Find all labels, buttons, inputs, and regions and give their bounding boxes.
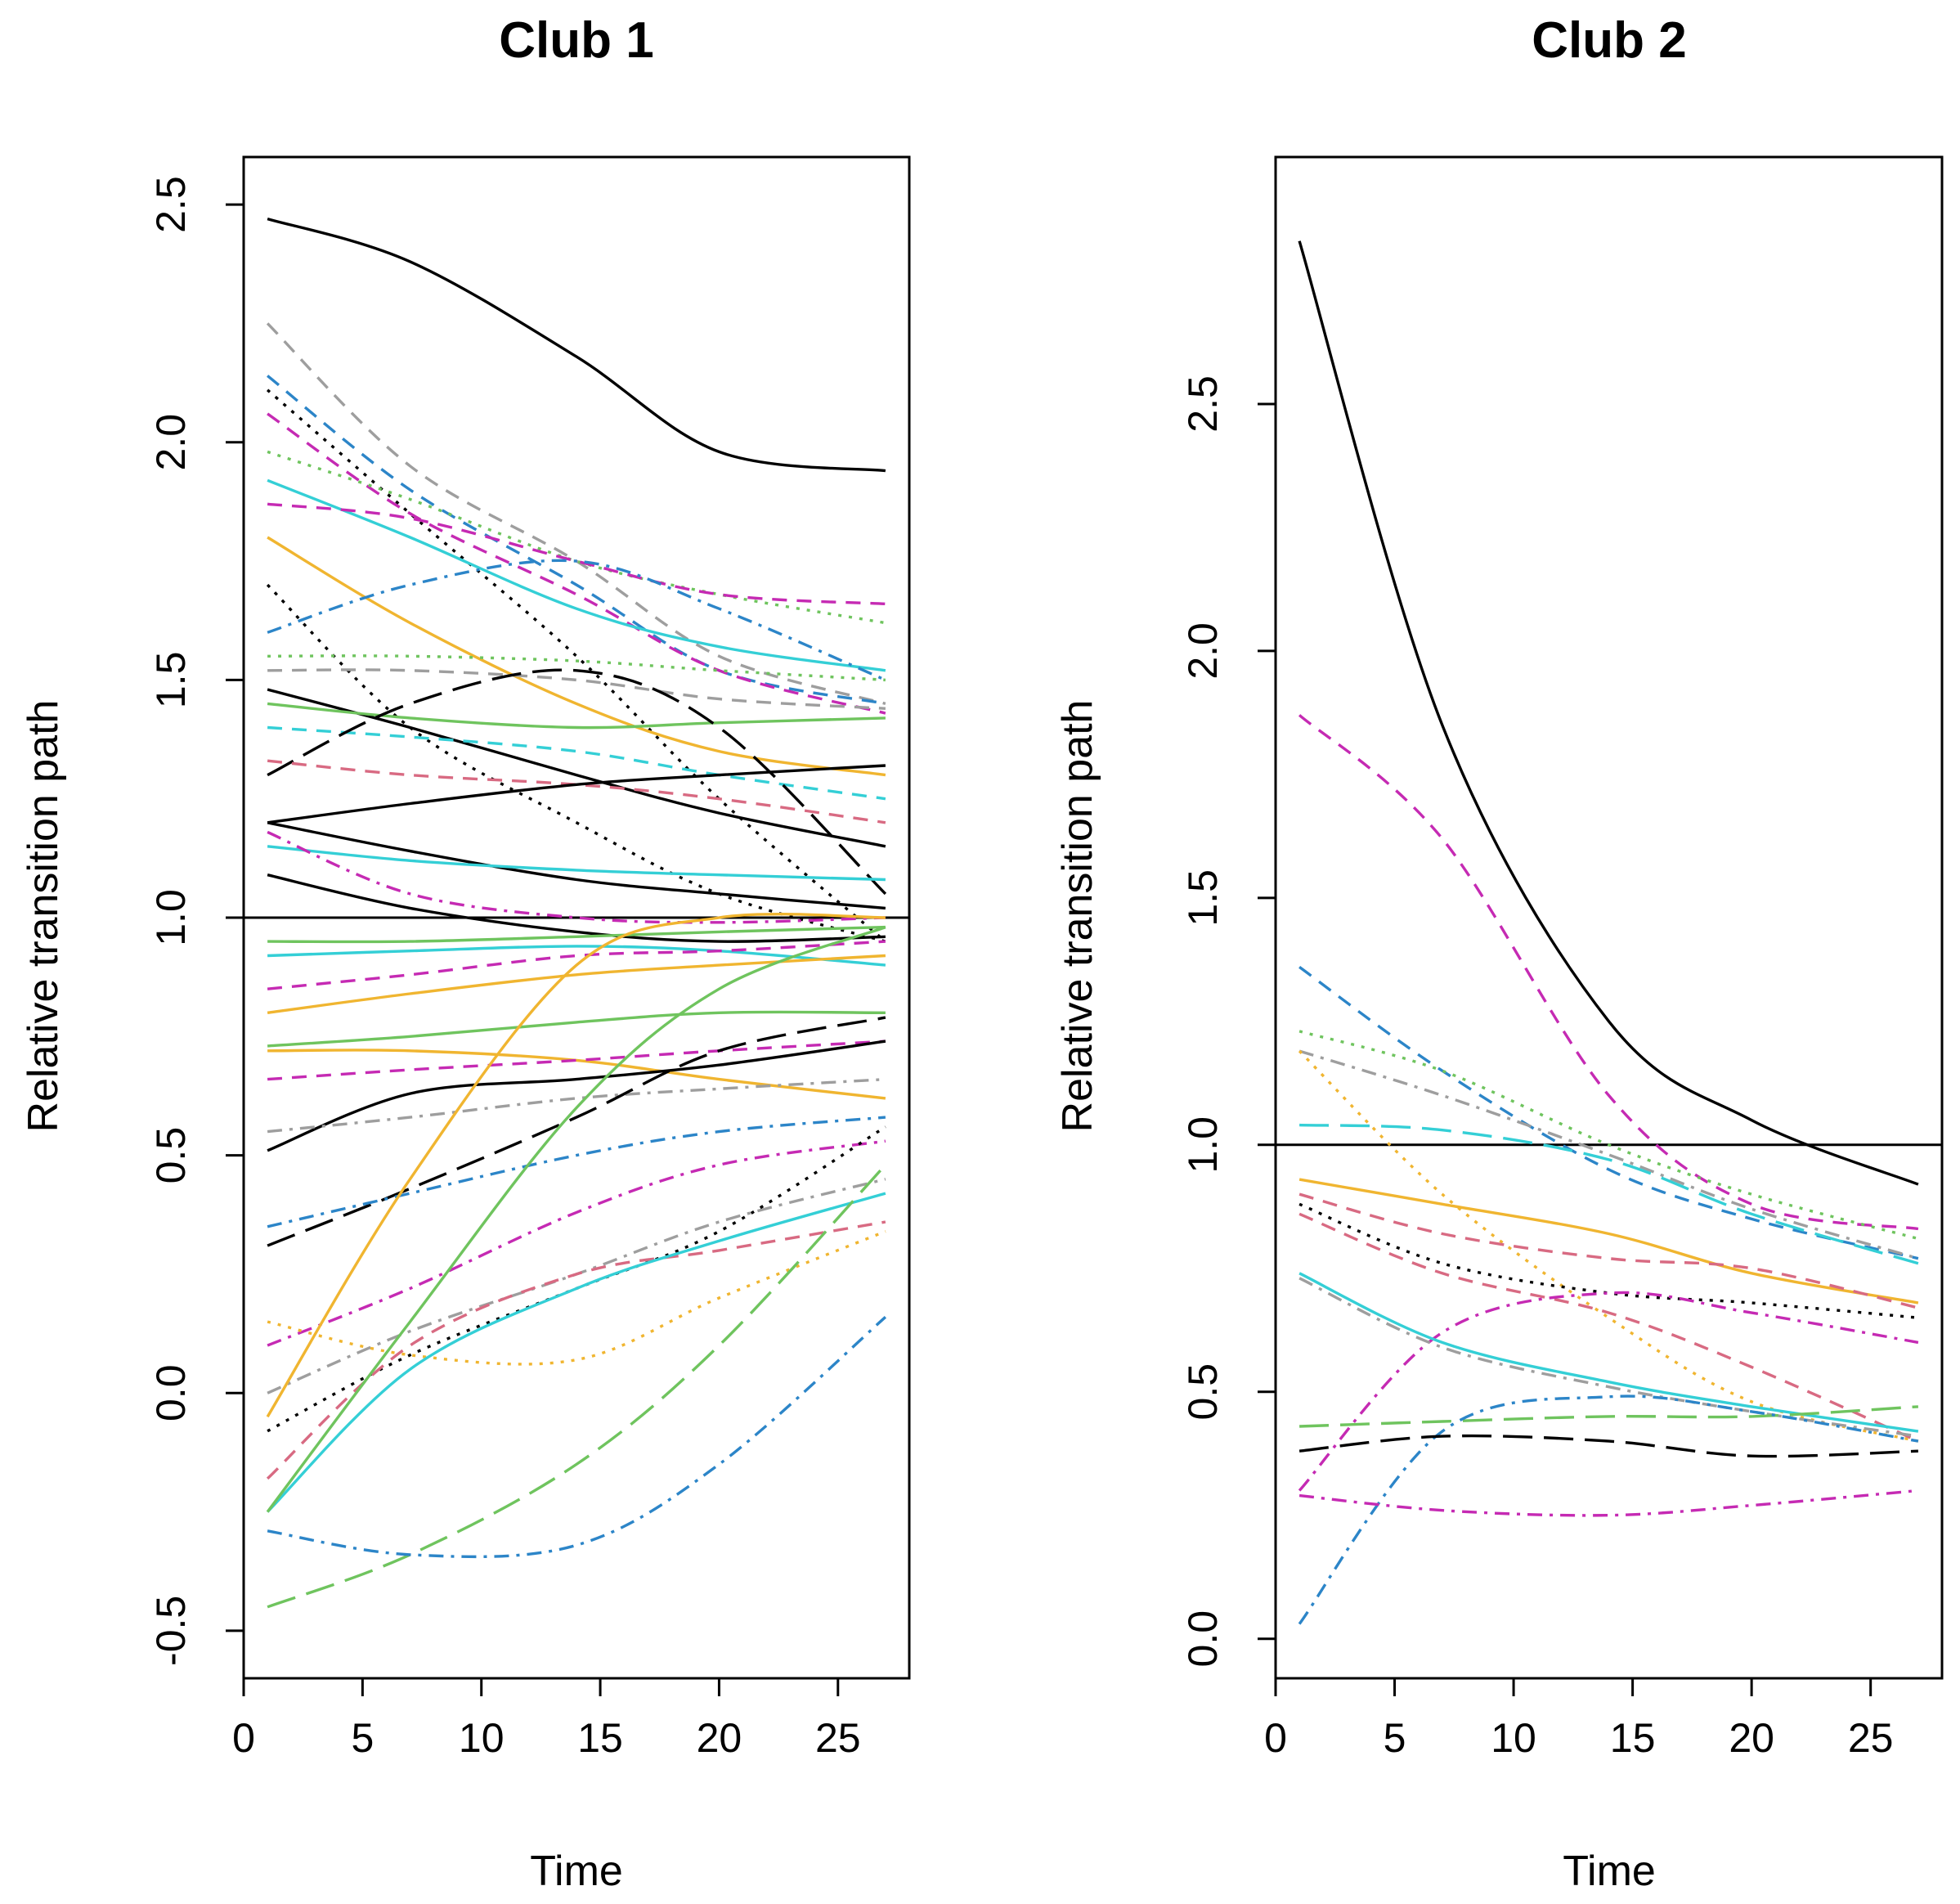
x-tick-label: 0 — [1264, 1715, 1287, 1761]
series-line — [267, 925, 886, 944]
y-tick-label: 0.0 — [1180, 1610, 1226, 1668]
series-line — [1299, 1123, 1919, 1265]
y-tick-label: 2.5 — [148, 176, 194, 233]
y-tick-label: 0.5 — [1180, 1363, 1226, 1421]
series-line — [267, 830, 886, 924]
series-line — [267, 412, 886, 715]
series-line — [1298, 1049, 1919, 1260]
series-line — [267, 1139, 886, 1347]
y-tick-label: 1.0 — [148, 889, 194, 946]
series-line — [267, 536, 886, 777]
series-line — [267, 945, 886, 967]
x-tick-label: 25 — [1848, 1715, 1894, 1761]
plot-frame — [1274, 155, 1944, 1680]
x-tick-label: 20 — [697, 1715, 742, 1761]
x-tick-label: 5 — [351, 1715, 374, 1761]
series-line — [267, 1010, 886, 1048]
series-line — [267, 1316, 887, 1559]
series-line — [267, 478, 886, 672]
y-tick-label: 1.5 — [148, 652, 194, 709]
series-line — [1298, 1272, 1919, 1433]
panel-club-2: Club 2 Time Relative transition path 0 5 1… — [1054, 12, 1944, 1895]
y-tick-label: 2.0 — [148, 414, 194, 471]
series-line — [1298, 1212, 1919, 1443]
series-line — [267, 1016, 886, 1247]
x-tick-label: 25 — [815, 1715, 861, 1761]
series-line — [1298, 1434, 1918, 1458]
series-line — [267, 702, 886, 730]
y-tick-label: 2.5 — [1180, 375, 1226, 433]
x-tick-label: 10 — [459, 1715, 505, 1761]
series-line — [1298, 240, 1919, 1186]
panel-title: Club 1 — [499, 12, 653, 69]
series-line — [1298, 1049, 1919, 1443]
series-line — [1298, 1192, 1919, 1309]
y-tick-label: -0.5 — [148, 1596, 194, 1666]
series-line — [267, 821, 886, 910]
series-line — [1298, 1277, 1919, 1438]
series-line — [266, 322, 886, 706]
x-axis-label: Time — [530, 1848, 623, 1895]
series-line — [1299, 1405, 1918, 1428]
series-line — [267, 559, 886, 681]
axis-ticks: 0 5 10 15 20 25 -0.5 0.0 0.5 1.0 1.5 2.0 2.5 — [148, 176, 861, 1761]
plot-frame — [242, 155, 911, 1680]
series-line — [1298, 1202, 1919, 1319]
series-group — [1298, 240, 1919, 1625]
series-line — [267, 1040, 886, 1152]
y-tick-label: 1.0 — [1180, 1116, 1226, 1174]
axis-ticks: 0 5 10 15 20 25 0.0 0.5 1.0 1.5 2.0 2.5 — [1180, 375, 1893, 1761]
panel-title: Club 2 — [1532, 12, 1686, 69]
series-group — [266, 217, 887, 1609]
x-tick-label: 0 — [232, 1715, 255, 1761]
series-line — [267, 502, 886, 606]
x-tick-label: 5 — [1384, 1715, 1406, 1761]
series-line — [267, 1116, 886, 1228]
series-line — [267, 845, 886, 882]
y-axis-label: Relative transition path — [20, 700, 67, 1133]
panel-club-1: Club 1 Time Relative transition path 0 5 1… — [20, 12, 911, 1895]
series-line — [1298, 714, 1919, 1231]
y-tick-label: 2.0 — [1180, 622, 1226, 680]
series-line — [1298, 1030, 1919, 1241]
y-axis-label: Relative transition path — [1054, 700, 1101, 1133]
x-tick-label: 15 — [1610, 1715, 1656, 1761]
series-line — [1298, 1394, 1919, 1625]
series-line — [266, 1192, 886, 1513]
series-line — [267, 375, 886, 706]
series-line — [1298, 1178, 1919, 1305]
y-tick-label: 1.5 — [1180, 869, 1226, 927]
x-axis-label: Time — [1563, 1848, 1656, 1895]
series-line — [267, 217, 886, 473]
series-line — [267, 873, 886, 943]
series-line — [267, 1230, 886, 1366]
series-line — [266, 912, 886, 1418]
series-line — [267, 668, 887, 896]
series-line — [267, 1164, 887, 1609]
x-tick-label: 20 — [1729, 1715, 1774, 1761]
series-line — [267, 654, 886, 682]
y-tick-label: 0.0 — [148, 1364, 194, 1421]
series-line — [1298, 966, 1919, 1260]
series-line — [267, 450, 886, 625]
series-line — [266, 1220, 886, 1480]
series-line — [267, 1049, 886, 1100]
series-line — [266, 388, 887, 943]
series-line — [267, 764, 886, 824]
series-line — [266, 926, 886, 1513]
series-line — [267, 1077, 886, 1134]
x-tick-label: 15 — [577, 1715, 623, 1761]
y-tick-label: 0.5 — [148, 1127, 194, 1184]
x-tick-label: 10 — [1491, 1715, 1536, 1761]
series-line — [1298, 1489, 1919, 1517]
